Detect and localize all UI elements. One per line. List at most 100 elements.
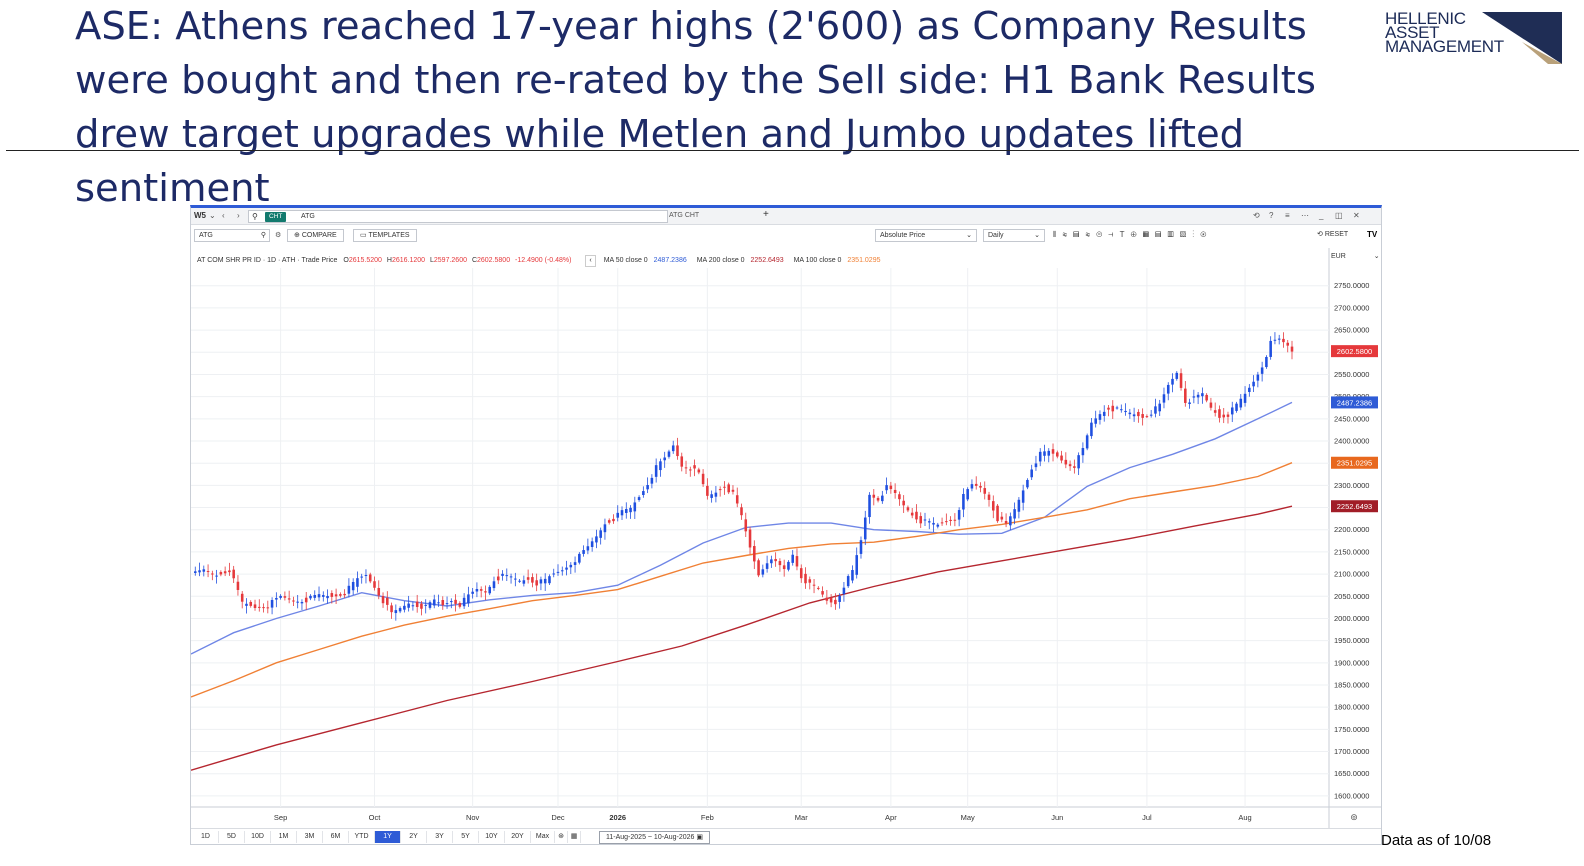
- candle-body: [394, 610, 398, 614]
- range-button-20y[interactable]: 20Y: [505, 831, 531, 843]
- candle-body: [881, 495, 884, 502]
- candle-body: [795, 556, 799, 567]
- candle-body: [249, 601, 253, 606]
- candle-body: [262, 607, 265, 609]
- candle-body: [1017, 499, 1021, 512]
- chevron-down-icon: ⌄: [966, 232, 972, 239]
- candle-body: [949, 519, 952, 521]
- range-button-1d[interactable]: 1D: [193, 831, 219, 843]
- candle-body: [646, 485, 649, 490]
- workspace-label[interactable]: W5: [194, 211, 206, 220]
- close-icon[interactable]: ✕: [1353, 211, 1360, 220]
- candle-body: [1081, 448, 1085, 456]
- candle-body: [505, 575, 509, 577]
- range-button-1m[interactable]: 1M: [271, 831, 297, 843]
- function-tag: CHT: [265, 212, 287, 222]
- templates-button[interactable]: ▭ TEMPLATES: [353, 229, 417, 242]
- workspace-chevron-icon[interactable]: ⌄: [209, 211, 216, 220]
- range-button-1y[interactable]: 1Y: [375, 831, 401, 843]
- candle-body: [526, 577, 530, 580]
- candle-body: [1073, 466, 1076, 468]
- forward-arrow-icon[interactable]: ›: [237, 211, 240, 220]
- calendar-icon: ▣: [696, 834, 703, 841]
- price-mode-select[interactable]: Absolute Price ⌄: [875, 229, 977, 242]
- candle-body: [706, 485, 709, 496]
- candle-body: [334, 594, 338, 597]
- candle-body: [1085, 435, 1089, 449]
- candle-body: [1282, 338, 1285, 343]
- link-icon[interactable]: ⟲: [1253, 211, 1260, 220]
- candle-body: [1265, 356, 1268, 368]
- add-tab-button[interactable]: +: [763, 209, 769, 220]
- candle-body: [565, 567, 568, 570]
- candle-body: [1132, 414, 1136, 417]
- candle-body: [740, 507, 743, 516]
- candle-body: [458, 603, 462, 607]
- candle-body: [279, 595, 282, 598]
- range-button-max[interactable]: Max: [531, 831, 555, 843]
- symbol-input[interactable]: ATG ⚲: [194, 229, 270, 242]
- back-arrow-icon[interactable]: ‹: [222, 211, 225, 220]
- candle-body: [313, 595, 317, 598]
- app-top-bar: W5 ⌄ ‹ › ⚲ CHT ATG ATG CHT + ⟲ ? ≡ ⋯ _ ◫…: [191, 208, 1381, 225]
- currency-selector[interactable]: EUR ⌄: [1331, 252, 1380, 260]
- symbol-value: ATG: [199, 232, 213, 239]
- settings-icon[interactable]: ⚙: [275, 232, 282, 239]
- symbol-search-icon: ⚲: [260, 232, 266, 239]
- range-button-6m[interactable]: 6M: [323, 831, 349, 843]
- compare-button[interactable]: ⊕ COMPARE: [287, 229, 344, 242]
- range-button-10d[interactable]: 10D: [245, 831, 271, 843]
- range-button-3y[interactable]: 3Y: [427, 831, 453, 843]
- reset-button[interactable]: ⟲ RESET: [1311, 229, 1355, 242]
- x-tick-label: 2026: [609, 813, 626, 822]
- more-icon[interactable]: ⋯: [1301, 211, 1309, 220]
- range-grid-icon[interactable]: ▦: [568, 831, 581, 843]
- ma100-value: 2351.0295: [847, 257, 881, 264]
- title-divider: [6, 150, 1579, 151]
- candle-body: [484, 591, 487, 593]
- candle-body: [390, 605, 393, 613]
- candle-body: [437, 602, 440, 604]
- candle-body: [599, 530, 602, 538]
- candle-body: [535, 580, 538, 586]
- tab-atg-cht[interactable]: ATG CHT: [669, 212, 700, 219]
- candle-body: [1252, 381, 1255, 387]
- price-mode-value: Absolute Price: [880, 232, 926, 239]
- security-search-field[interactable]: ⚲ CHT ATG: [248, 210, 668, 223]
- range-button-2y[interactable]: 2Y: [401, 831, 427, 843]
- range-button-3m[interactable]: 3M: [297, 831, 323, 843]
- range-button-5d[interactable]: 5D: [219, 831, 245, 843]
- range-button-5y[interactable]: 5Y: [453, 831, 479, 843]
- y-tick-label: 2450.0000: [1334, 414, 1369, 423]
- candle-body: [753, 546, 756, 562]
- candle-body: [309, 595, 312, 599]
- collapse-legend-icon[interactable]: ‹: [585, 255, 596, 267]
- pin-icon[interactable]: ≡: [1285, 211, 1290, 220]
- minimize-icon[interactable]: _: [1319, 211, 1324, 220]
- candle-body: [343, 593, 346, 596]
- candle-body: [957, 510, 961, 520]
- chevron-down-icon: ⌄: [1034, 232, 1040, 239]
- candle-body: [1145, 416, 1149, 418]
- low-label: L: [429, 257, 434, 264]
- candle-body: [450, 601, 453, 603]
- candle-body: [697, 469, 701, 473]
- candle-body: [727, 484, 730, 493]
- date-range-field[interactable]: 11-Aug-2025 ~ 10-Aug-2026 ▣: [599, 831, 710, 844]
- price-chart[interactable]: 1600.0000 1650.0000 1700.0000 1750.0000 1800…: [191, 208, 1381, 828]
- restore-icon[interactable]: ◫: [1335, 211, 1343, 220]
- candle-body: [266, 607, 270, 609]
- candle-body: [386, 597, 389, 605]
- candle-body: [407, 603, 410, 608]
- candle-body: [531, 577, 534, 583]
- range-button-10y[interactable]: 10Y: [479, 831, 505, 843]
- candle-body: [1230, 407, 1234, 415]
- range-button-ytd[interactable]: YTD: [349, 831, 375, 843]
- help-icon[interactable]: ?: [1269, 211, 1274, 220]
- range-settings-icon[interactable]: ⊛: [555, 831, 568, 843]
- interval-select[interactable]: Daily ⌄: [983, 229, 1045, 242]
- templates-label: TEMPLATES: [368, 232, 410, 239]
- ma-axis-label-bg: [1331, 500, 1378, 513]
- chart-tools-icons[interactable]: ⫴≋▤≋⊜⊣T⊕▦▤▥▧⋮⊛: [1053, 230, 1213, 239]
- candle-body: [595, 536, 598, 543]
